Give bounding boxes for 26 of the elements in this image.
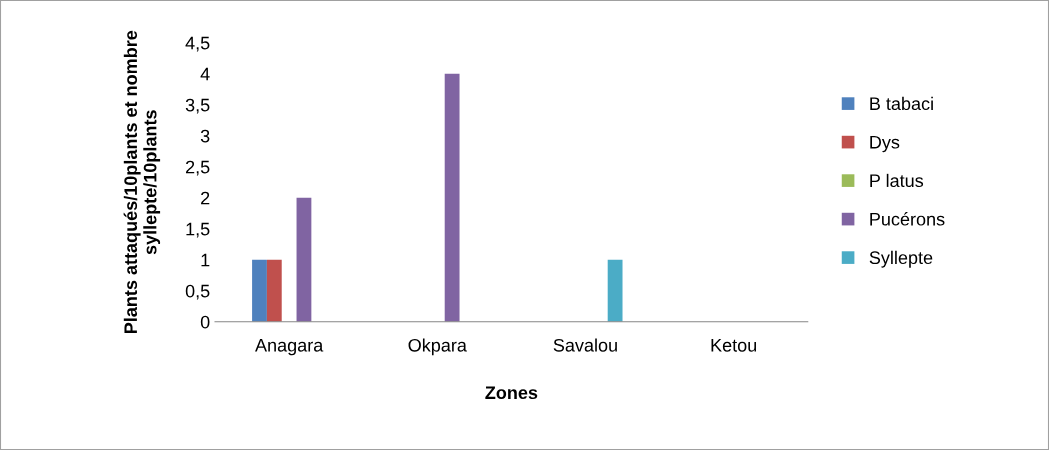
y-axis-title: Plants attaqués/10plants et nombre syllepte/10plants — [123, 30, 161, 334]
bar — [444, 73, 460, 322]
legend-label: B tabaci — [870, 96, 933, 111]
y-tick-label: 3 — [200, 129, 210, 143]
legend-label: Dys — [870, 136, 900, 153]
bar — [296, 197, 312, 322]
bar — [607, 259, 623, 322]
x-tick-label: Ketou — [711, 339, 757, 352]
x-tick-label: Savalou — [553, 338, 617, 352]
legend-label: P latus — [870, 173, 924, 188]
bar — [252, 259, 267, 322]
legend-label: Pucérons — [870, 212, 945, 226]
y-tick-label: 4 — [200, 67, 210, 81]
x-axis-title: Zones — [485, 386, 538, 400]
y-tick-label: 2 — [201, 191, 210, 205]
y-tick-label: 2,5 — [186, 160, 210, 176]
y-tick-label: 0 — [200, 315, 210, 329]
y-tick-label: 0,5 — [185, 284, 210, 300]
y-tick-label: 4,5 — [185, 36, 210, 52]
x-tick-label: Okpara — [408, 338, 467, 356]
y-tick-label: 3,5 — [185, 98, 210, 114]
bar — [266, 259, 282, 322]
x-tick-label: Anagara — [255, 339, 324, 356]
y-tick-label: 1,5 — [186, 222, 210, 238]
legend-label: Syllepte — [869, 250, 933, 268]
y-tick-label: 1 — [201, 253, 210, 267]
